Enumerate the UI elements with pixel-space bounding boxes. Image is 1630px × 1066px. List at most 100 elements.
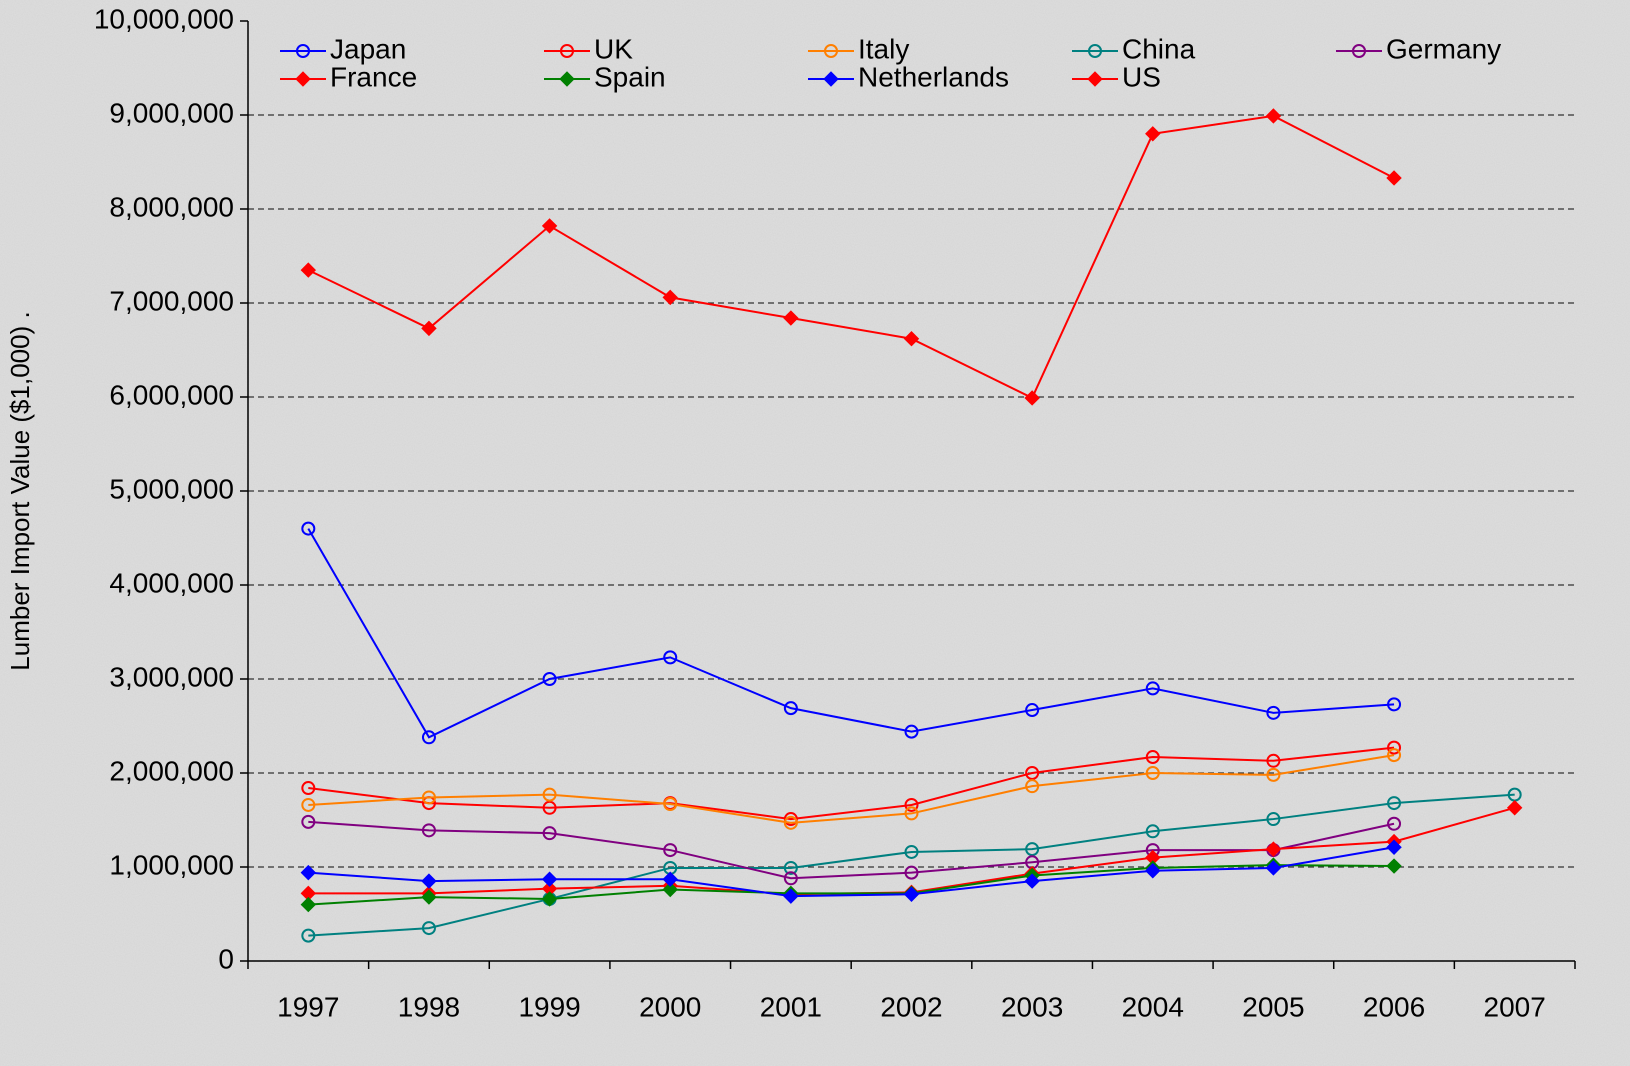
- legend-marker: [560, 44, 574, 58]
- legend-label: Netherlands: [858, 61, 1009, 92]
- data-point: [1265, 108, 1282, 124]
- data-point: [904, 865, 919, 880]
- data-point: [1266, 767, 1281, 782]
- x-tick-label: 1997: [277, 991, 339, 1022]
- x-tick-label: 2007: [1484, 991, 1546, 1022]
- data-point: [783, 860, 798, 875]
- data-point: [1266, 753, 1281, 768]
- series-line: [307, 114, 1395, 400]
- data-point: [1145, 681, 1160, 696]
- legend-label: UK: [594, 33, 633, 64]
- series-line: [308, 864, 1395, 906]
- data-point: [541, 891, 558, 907]
- data-point: [1386, 858, 1402, 874]
- data-point: [542, 800, 557, 815]
- legend-marker: [824, 44, 838, 58]
- data-point: [542, 787, 557, 802]
- data-point: [1266, 812, 1281, 827]
- data-point: [300, 896, 317, 913]
- data-point: [783, 871, 798, 886]
- legend-marker: [823, 71, 839, 87]
- legend-label: Italy: [858, 33, 909, 64]
- data-point: [1506, 800, 1523, 816]
- data-point: [1265, 841, 1282, 857]
- legend-label: Germany: [1386, 33, 1501, 64]
- data-point: [542, 672, 557, 686]
- y-tick-label: 5,000,000: [109, 473, 234, 504]
- data-point: [904, 844, 919, 859]
- x-tick-label: 1999: [518, 991, 580, 1022]
- data-point: [1145, 824, 1160, 839]
- data-point: [1025, 766, 1040, 780]
- legend-marker: [559, 71, 575, 87]
- y-tick-label: 6,000,000: [109, 379, 234, 410]
- legend-marker: [1352, 44, 1366, 58]
- data-point: [300, 262, 317, 278]
- legend-marker: [296, 44, 310, 58]
- data-point: [903, 331, 920, 347]
- data-point: [542, 826, 557, 841]
- data-point: [783, 701, 798, 716]
- data-point: [1025, 779, 1040, 794]
- data-point: [421, 889, 437, 905]
- data-point: [904, 806, 919, 821]
- data-point: [1387, 748, 1402, 763]
- legend-marker: [295, 71, 311, 87]
- legend-label: Spain: [594, 61, 666, 92]
- data-point: [783, 812, 798, 827]
- legend-label: US: [1122, 61, 1161, 92]
- data-point: [541, 218, 558, 234]
- data-point: [1025, 842, 1040, 857]
- data-point: [783, 310, 799, 326]
- series-line: [308, 820, 1395, 880]
- legend-label: Japan: [330, 33, 406, 64]
- series-line: [308, 793, 1515, 937]
- series-line: [308, 846, 1395, 898]
- data-point: [662, 871, 678, 887]
- legend-marker: [1087, 71, 1103, 87]
- y-tick-label: 4,000,000: [109, 567, 234, 598]
- data-point: [1145, 766, 1160, 780]
- legend-label: France: [330, 61, 417, 92]
- x-tick-label: 2003: [1001, 991, 1063, 1022]
- data-point: [421, 873, 437, 889]
- x-tick-label: 2002: [880, 991, 942, 1022]
- data-point: [541, 871, 558, 887]
- x-tick-label: 2000: [639, 991, 701, 1022]
- data-point: [1386, 170, 1402, 186]
- y-tick-label: 1,000,000: [109, 849, 234, 880]
- data-point: [301, 928, 316, 943]
- data-point: [301, 814, 316, 829]
- data-point: [1024, 390, 1040, 406]
- data-point: [300, 864, 317, 881]
- data-point: [783, 888, 799, 904]
- data-point: [904, 797, 919, 812]
- data-point: [663, 797, 678, 812]
- data-point: [421, 921, 436, 936]
- data-point: [783, 815, 798, 830]
- legend-label: China: [1122, 33, 1196, 64]
- x-tick-label: 2005: [1242, 991, 1304, 1022]
- series-line: [308, 754, 1395, 824]
- x-tick-label: 1998: [398, 991, 460, 1022]
- data-point: [903, 886, 920, 902]
- data-point: [1387, 796, 1402, 811]
- series-line: [307, 528, 1395, 739]
- y-tick-label: 7,000,000: [109, 285, 234, 316]
- data-point: [1387, 697, 1402, 712]
- data-point: [1266, 705, 1281, 720]
- data-point: [1145, 126, 1161, 142]
- y-tick-label: 3,000,000: [109, 661, 234, 692]
- data-point: [1024, 873, 1040, 889]
- data-point: [421, 730, 436, 745]
- y-tick-label: 8,000,000: [109, 191, 234, 222]
- x-tick-label: 2001: [760, 991, 822, 1022]
- y-tick-label: 2,000,000: [109, 755, 234, 786]
- data-point: [1025, 703, 1040, 718]
- x-tick-label: 2006: [1363, 991, 1425, 1022]
- y-axis-label: Lumber Import Value ($1,000) .: [5, 311, 35, 670]
- data-point: [1386, 839, 1402, 855]
- series-line: [308, 746, 1395, 821]
- data-point: [421, 320, 437, 337]
- data-point: [1265, 860, 1282, 876]
